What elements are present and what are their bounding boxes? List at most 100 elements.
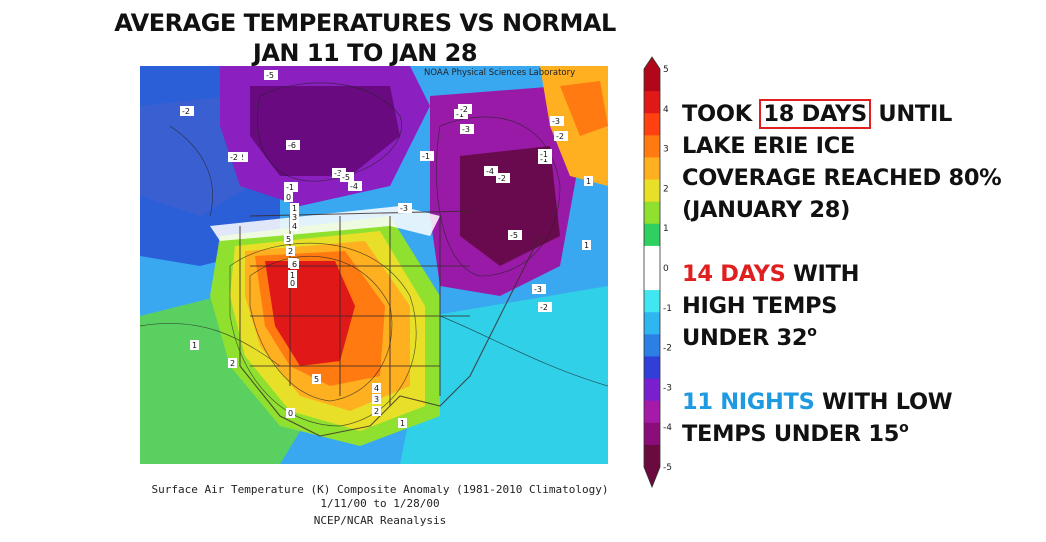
map-title: AVERAGE TEMPERATURES VS NORMAL	[114, 9, 616, 37]
contour-label-box	[288, 270, 297, 280]
contour-label-box	[372, 383, 381, 393]
contour-label: -5	[340, 172, 354, 182]
contour-label-text: 2	[288, 247, 293, 256]
contour-label: -3	[398, 203, 412, 213]
contour-label: 1	[584, 176, 593, 186]
contour-label: 0	[286, 408, 295, 418]
contour-label: 1	[290, 203, 299, 213]
legend-swatch	[644, 223, 660, 247]
legend-swatch	[644, 356, 660, 380]
contour-label-text: 5	[314, 375, 319, 384]
contour-labels: -2-5-2-6-3-1-1-5-4-3-2-1-2-3-3-2-1-4-10-…	[180, 70, 593, 428]
contour-label-box	[290, 221, 299, 231]
contour-label-text: 1	[290, 271, 295, 280]
legend-swatch	[644, 444, 660, 468]
contour-label-box	[290, 212, 299, 222]
legend-swatch	[644, 378, 660, 402]
note3-highlight: 11 NIGHTS	[682, 389, 815, 415]
contour-label-box	[420, 151, 434, 161]
contour-label: -6	[286, 140, 300, 150]
contour-label-box	[584, 176, 593, 186]
contour-label: 5	[312, 374, 321, 384]
contour-label-text: -1	[286, 183, 294, 192]
note1-pre: TOOK	[682, 101, 760, 127]
note1-line1: TOOK 18 DAYS UNTIL	[682, 98, 952, 130]
legend-ticks: 5 4 3 2 1 0 -1 -2 -3 -4 -5	[663, 65, 672, 473]
contour-label-text: -3	[534, 285, 542, 294]
legend-swatch	[644, 91, 660, 114]
contour-label-box	[284, 182, 298, 192]
note2-line2: HIGH TEMPS	[682, 293, 838, 319]
note3-line1: 11 NIGHTS WITH LOW	[682, 386, 953, 418]
contour-label: -2	[496, 173, 510, 183]
note1-line3: COVERAGE REACHED 80%	[682, 165, 1002, 191]
note2-line1: 14 DAYS WITH	[682, 258, 859, 290]
legend-swatch	[644, 179, 660, 203]
contour-label-text: -2	[230, 153, 238, 162]
contour-label: 0	[284, 192, 293, 202]
map-credit: NOAA Physical Sciences Laboratory	[424, 68, 576, 78]
legend-tick-label: -4	[663, 423, 672, 433]
contour-label-text: -1	[456, 110, 464, 119]
contour-label: 4	[290, 221, 299, 231]
contour-label: 3	[372, 394, 381, 404]
contour-label-box	[372, 406, 381, 416]
contour-label: -1	[284, 182, 298, 192]
contour-label-text: -6	[288, 141, 296, 150]
map-svg: -2-5-2-6-3-1-1-5-4-3-2-1-2-3-3-2-1-4-10-…	[140, 66, 608, 464]
contour-label-box	[288, 278, 297, 288]
contour-label: -5	[264, 70, 278, 80]
contour-label: -3	[332, 168, 346, 178]
contour-label-text: 1	[586, 177, 591, 186]
contour-label: -2	[458, 104, 472, 114]
contour-label: 5	[284, 234, 293, 244]
contour-label-box	[190, 340, 199, 350]
contour-label: 4	[372, 383, 381, 393]
contour-label: -3	[532, 284, 546, 294]
contour-label-box	[508, 230, 522, 240]
contour-label-text: 0	[290, 279, 295, 288]
legend-tick-label: -5	[663, 463, 672, 473]
contour-label-box	[496, 173, 510, 183]
contour-label-text: 6	[292, 260, 297, 269]
contour-label: 2	[228, 358, 237, 368]
legend-tick-label: 5	[663, 65, 669, 75]
contour-label-box	[538, 149, 552, 159]
legend-outline	[643, 56, 661, 489]
contour-label-box	[340, 172, 354, 182]
legend-tick-label: 2	[663, 184, 669, 194]
contour-label-text: -2	[460, 105, 468, 114]
note1-line2: LAKE ERIE ICE	[682, 133, 856, 159]
contour-label-box	[532, 284, 546, 294]
legend-swatch	[644, 290, 660, 313]
contour-label: 0	[288, 278, 297, 288]
contour-label-text: -1	[540, 155, 548, 164]
legend-swatch	[644, 268, 660, 291]
legend-swatch	[644, 201, 660, 225]
contour-label-box	[228, 152, 242, 162]
note2-highlight: 14 DAYS	[682, 261, 786, 287]
contour-label-box	[286, 140, 300, 150]
ocean-cyan	[400, 286, 608, 464]
borders	[239, 210, 541, 437]
contour-label-text: -3	[552, 117, 560, 126]
contour-label-text: 1	[584, 241, 589, 250]
legend-tick-label: 3	[663, 145, 669, 155]
degree-symbol: o	[807, 324, 817, 340]
contour-label: -2	[228, 152, 242, 162]
legend-swatch	[644, 400, 660, 424]
legend-arrow-top	[644, 57, 660, 69]
legend-tick-label: -3	[663, 383, 672, 393]
contour-label-box	[550, 116, 564, 126]
contour-label: 1	[582, 240, 591, 250]
contour-label-box	[312, 374, 321, 384]
contour-label: -1	[538, 149, 552, 159]
contour-label: 2	[286, 246, 295, 256]
contour-label: -3	[550, 116, 564, 126]
contour-label-text: -3	[400, 204, 408, 213]
contour-label-text: 1	[292, 204, 297, 213]
legend-swatch	[644, 135, 660, 158]
contour-label-text: -5	[510, 231, 518, 240]
contour-label: 1	[288, 270, 297, 280]
contour-label-text: -4	[486, 167, 494, 176]
